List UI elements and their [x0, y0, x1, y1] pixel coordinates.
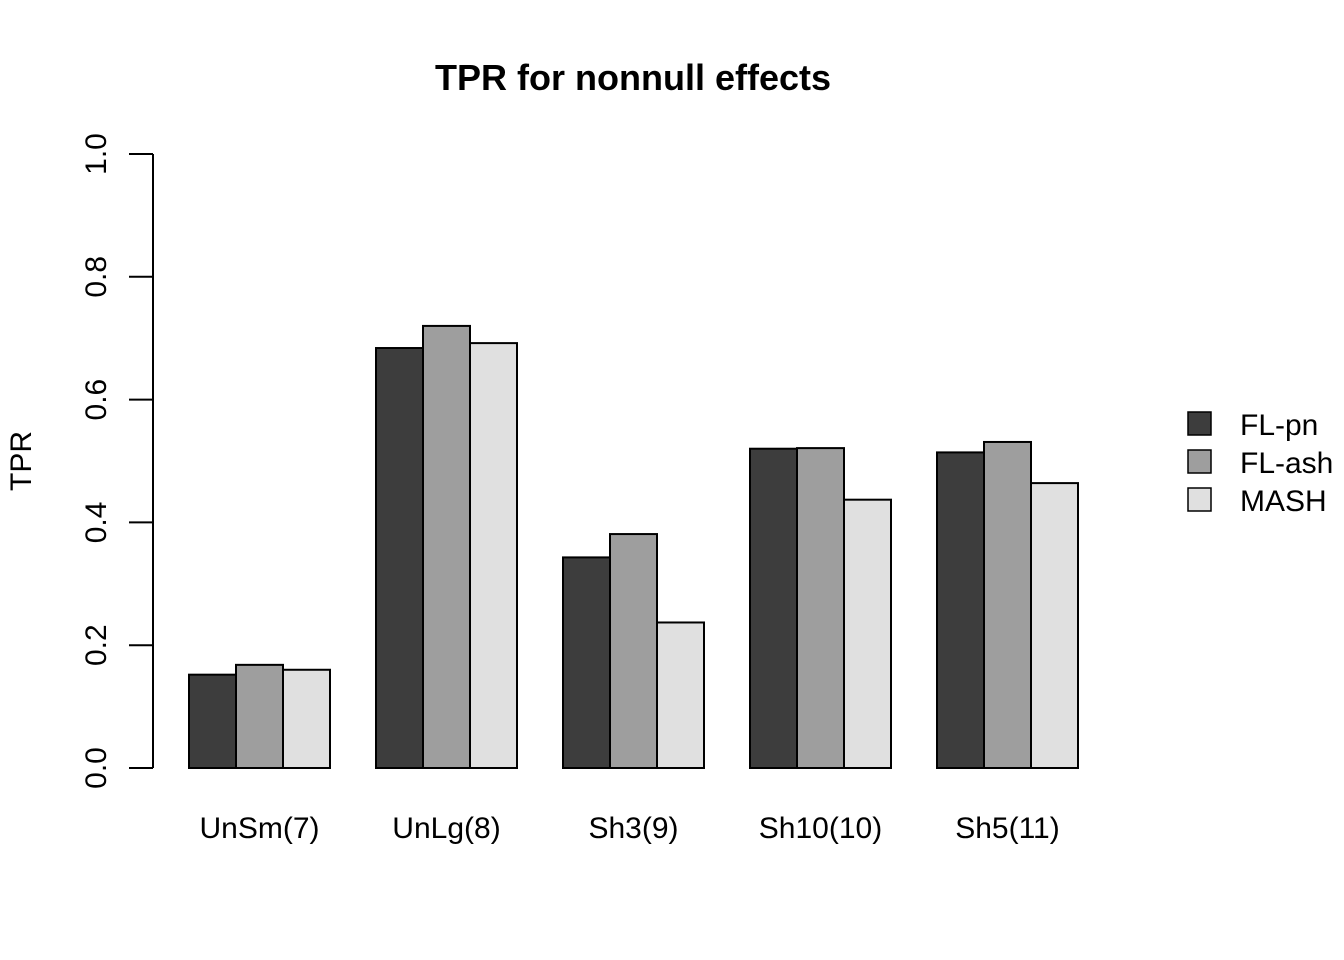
bar-mash — [469, 342, 518, 769]
y-tick-label: 0.4 — [80, 502, 113, 544]
bars-group — [188, 324, 1079, 770]
y-tick-label: 0.0 — [80, 747, 113, 789]
chart-title: TPR for nonnull effects — [435, 57, 831, 98]
legend-label: MASH — [1240, 485, 1327, 518]
bar-mash — [656, 621, 705, 769]
bar-fl-pn — [375, 347, 424, 769]
y-tick-label: 0.2 — [80, 624, 113, 666]
bar-mash — [282, 668, 331, 770]
legend-swatch — [1187, 449, 1212, 474]
x-axis-labels: UnSm(7) UnLg(8) Sh3(9) Sh10(10) Sh5(11) — [199, 812, 1059, 845]
y-tick-label: 0.8 — [80, 256, 113, 298]
bar-mash — [843, 498, 892, 769]
legend-label: FL-ash — [1240, 447, 1333, 480]
legend-swatch — [1187, 487, 1212, 512]
bar-fl-ash — [796, 447, 845, 769]
legend-label: FL-pn — [1240, 409, 1318, 442]
bar-fl-pn — [749, 447, 798, 769]
legend: FL-pn FL-ash MASH — [1187, 409, 1333, 518]
bar-fl-pn — [936, 451, 985, 769]
bar-fl-ash — [235, 663, 284, 770]
x-category-label: UnSm(7) — [199, 812, 319, 845]
legend-swatch — [1187, 411, 1212, 436]
x-category-label: Sh10(10) — [759, 812, 882, 845]
bar-fl-ash — [983, 440, 1032, 769]
y-axis-label: TPR — [5, 431, 38, 491]
y-tick-label: 1.0 — [80, 133, 113, 175]
x-category-label: Sh3(9) — [588, 812, 678, 845]
y-axis: 0.0 0.2 0.4 0.6 0.8 1.0 — [80, 133, 154, 789]
bar-fl-pn — [562, 556, 611, 770]
x-category-label: Sh5(11) — [955, 812, 1060, 845]
bar-mash — [1030, 482, 1079, 769]
bar-fl-pn — [188, 673, 237, 769]
bar-fl-ash — [422, 324, 471, 769]
x-category-label: UnLg(8) — [392, 812, 500, 845]
y-tick-label: 0.6 — [80, 379, 113, 421]
bar-fl-ash — [609, 533, 658, 769]
